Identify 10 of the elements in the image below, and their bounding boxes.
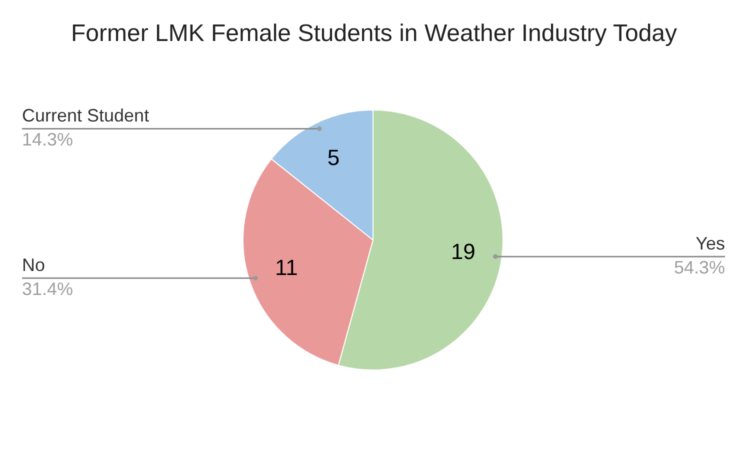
text: 54.3% — [674, 258, 725, 278]
slice-label: Yes — [696, 234, 725, 254]
slice-label: No — [22, 255, 46, 276]
chart-title: Former LMK Female Students in Weather Industry Today — [70, 20, 678, 47]
text: 31.4% — [22, 279, 74, 300]
data-label: 5 — [327, 145, 340, 170]
slice-label: Current Student — [22, 106, 150, 126]
data-label: 11 — [275, 255, 298, 280]
text: 14.3% — [22, 130, 74, 150]
data-label: 19 — [450, 239, 476, 264]
